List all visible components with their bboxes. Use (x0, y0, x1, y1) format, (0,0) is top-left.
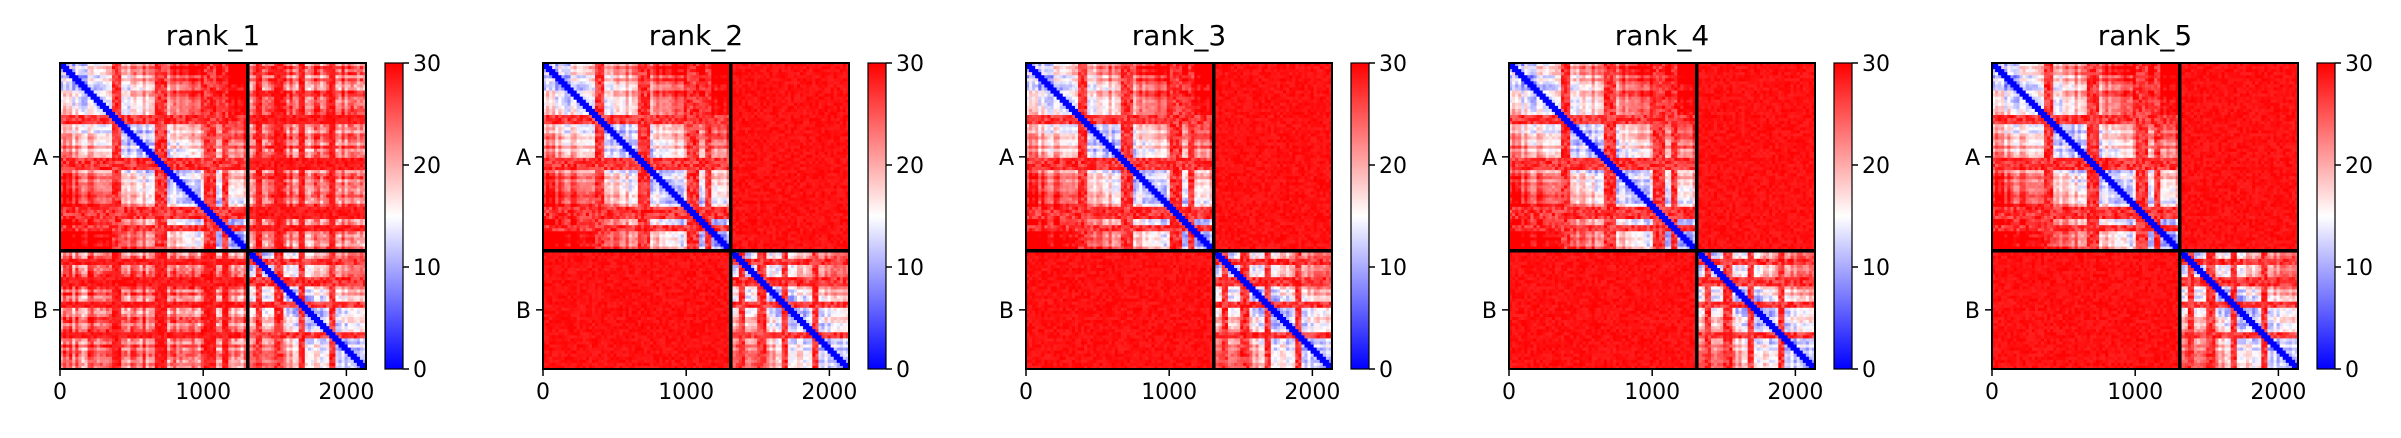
panel-rank_1: rank_1 0 1000 2000 A B 0 10 20 30 (33, 19, 441, 405)
panel-title: rank_5 (2098, 19, 2192, 52)
plot-frame (59, 62, 367, 370)
heatmap-cells (1026, 63, 1333, 370)
colorbar-tick-label: 0 (2345, 358, 2359, 383)
y-tick-label: A (1965, 146, 1980, 171)
colorbar-tick-label: 0 (413, 358, 427, 383)
y-tick-label: A (516, 146, 531, 171)
colorbar-tick-label: 10 (2345, 256, 2373, 281)
panel-rank_2: rank_2 0 1000 2000 A B 0 10 20 30 (516, 19, 924, 405)
colorbar-tick-label: 10 (413, 256, 441, 281)
x-tick-label: 0 (1502, 380, 1516, 405)
panel-rank_4: rank_4 0 1000 2000 A B 0 10 20 30 (1482, 19, 1890, 405)
colorbar-tick-label: 20 (413, 154, 441, 179)
y-tick-label: B (516, 299, 531, 324)
heatmap-cells (60, 63, 367, 370)
colorbar (2316, 62, 2336, 370)
panel-title: rank_3 (1132, 19, 1226, 52)
colorbar-tick-label: 0 (1862, 358, 1876, 383)
x-tick-label: 1000 (1624, 380, 1680, 405)
colorbar-tick-label: 10 (896, 256, 924, 281)
x-tick-label: 1000 (2107, 380, 2163, 405)
plot-frame (1508, 62, 1816, 370)
plot-frame (542, 62, 850, 370)
heatmap-cells (1992, 63, 2299, 370)
x-tick-label: 0 (53, 380, 67, 405)
x-tick-label: 0 (1985, 380, 1999, 405)
x-tick-label: 2000 (1767, 380, 1823, 405)
y-tick-label: B (33, 299, 48, 324)
x-tick-label: 2000 (318, 380, 374, 405)
panel-rank_3: rank_3 0 1000 2000 A B 0 10 20 30 (999, 19, 1407, 405)
plot-frame (1025, 62, 1333, 370)
y-tick-label: A (1482, 146, 1497, 171)
x-tick-label: 2000 (801, 380, 857, 405)
panel-rank_5: rank_5 0 1000 2000 A B 0 10 20 30 (1965, 19, 2373, 405)
colorbar-tick-label: 20 (2345, 154, 2373, 179)
x-tick-label: 0 (536, 380, 550, 405)
colorbar-tick-label: 10 (1379, 256, 1407, 281)
colorbar-tick-label: 30 (1862, 52, 1890, 77)
x-tick-label: 0 (1019, 380, 1033, 405)
colorbar (384, 62, 404, 370)
x-tick-label: 2000 (2250, 380, 2306, 405)
heatmap-cells (543, 63, 850, 370)
colorbar (1350, 62, 1370, 370)
panel-title: rank_2 (649, 19, 743, 52)
colorbar (1833, 62, 1853, 370)
y-tick-label: A (999, 146, 1014, 171)
panel-title: rank_1 (166, 19, 260, 52)
colorbar-tick-label: 30 (896, 52, 924, 77)
x-tick-label: 2000 (1284, 380, 1340, 405)
x-tick-label: 1000 (1141, 380, 1197, 405)
colorbar-tick-label: 30 (2345, 52, 2373, 77)
colorbar-tick-label: 20 (1379, 154, 1407, 179)
colorbar-tick-label: 10 (1862, 256, 1890, 281)
colorbar (867, 62, 887, 370)
x-tick-label: 1000 (658, 380, 714, 405)
colorbar-tick-label: 20 (896, 154, 924, 179)
colorbar-tick-label: 0 (896, 358, 910, 383)
plot-frame (1991, 62, 2299, 370)
heatmap-cells (1509, 63, 1816, 370)
panel-title: rank_4 (1615, 19, 1709, 52)
colorbar-tick-label: 20 (1862, 154, 1890, 179)
y-tick-label: B (1965, 299, 1980, 324)
colorbar-tick-label: 30 (413, 52, 441, 77)
y-tick-label: A (33, 146, 48, 171)
colorbar-tick-label: 30 (1379, 52, 1407, 77)
colorbar-tick-label: 0 (1379, 358, 1393, 383)
x-tick-label: 1000 (175, 380, 231, 405)
y-tick-label: B (999, 299, 1014, 324)
y-tick-label: B (1482, 299, 1497, 324)
